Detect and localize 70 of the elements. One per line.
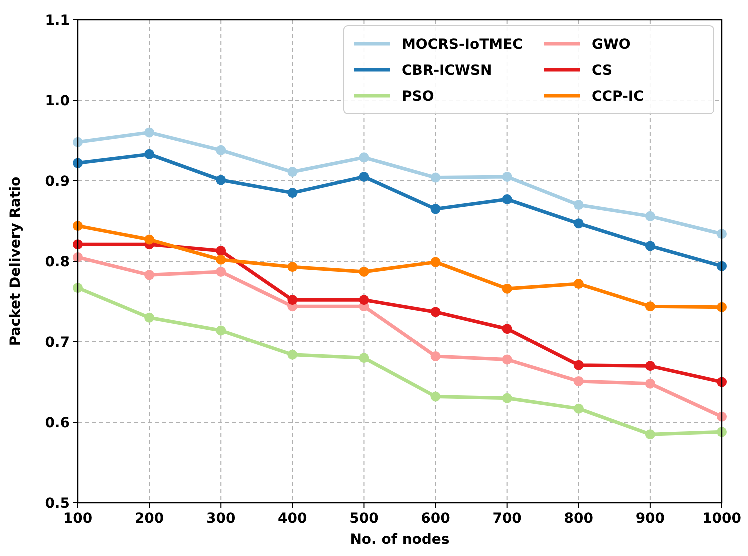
point — [359, 353, 370, 364]
legend-label: CBR-ICWSN — [402, 63, 492, 79]
point — [502, 194, 512, 205]
x-tick-label: 1000 — [702, 511, 742, 527]
point — [216, 326, 226, 336]
x-tick-label: 300 — [206, 511, 236, 527]
point — [288, 188, 298, 198]
point — [574, 360, 584, 370]
point — [645, 361, 656, 372]
y-tick-label: 1.0 — [45, 94, 70, 110]
legend-label: GWO — [592, 37, 631, 53]
point — [502, 284, 512, 294]
point — [288, 262, 298, 272]
x-tick-label: 700 — [492, 511, 522, 527]
point — [645, 302, 656, 312]
y-tick-label: 1.1 — [45, 13, 70, 29]
point — [430, 351, 441, 362]
y-tick-label: 0.7 — [45, 335, 70, 351]
point — [645, 430, 656, 440]
point — [359, 152, 370, 163]
x-tick-label: 800 — [564, 511, 594, 527]
point — [574, 218, 584, 229]
point — [288, 167, 298, 178]
point — [144, 270, 155, 280]
point — [645, 378, 656, 389]
point — [144, 128, 155, 138]
legend-label: MOCRS-IoTMEC — [402, 37, 523, 53]
point — [502, 324, 512, 334]
legend-label: CCP-IC — [592, 89, 644, 105]
x-tick-label: 900 — [636, 511, 666, 527]
point — [144, 149, 155, 160]
point — [430, 307, 441, 318]
point — [430, 392, 441, 402]
point — [359, 295, 370, 306]
x-tick-label: 500 — [350, 511, 380, 527]
point — [216, 145, 226, 156]
x-tick-label: 200 — [134, 511, 164, 527]
x-tick-label: 100 — [63, 511, 93, 527]
point — [216, 175, 226, 186]
point — [430, 204, 441, 214]
point — [359, 172, 370, 182]
point — [359, 266, 370, 277]
x-axis-title: No. of nodes — [350, 532, 450, 548]
point — [144, 234, 155, 245]
point — [430, 257, 441, 268]
y-axis-title: Packet Delivery Ratio — [8, 176, 24, 346]
point — [574, 200, 584, 210]
x-tick-label: 400 — [278, 511, 308, 527]
point — [288, 350, 298, 360]
y-tick-label: 0.5 — [45, 496, 70, 512]
point — [216, 254, 226, 265]
point — [288, 295, 298, 306]
point — [645, 241, 656, 252]
point — [502, 354, 512, 365]
legend-label: PSO — [402, 89, 434, 105]
point — [574, 376, 584, 386]
point — [502, 393, 512, 404]
x-tick-label: 600 — [421, 511, 451, 527]
point — [574, 404, 584, 414]
y-tick-label: 0.8 — [45, 254, 70, 270]
point — [645, 211, 656, 222]
point — [574, 279, 584, 290]
y-tick-label: 0.9 — [45, 174, 70, 190]
legend-label: CS — [592, 63, 613, 79]
point — [144, 312, 155, 323]
y-tick-label: 0.6 — [45, 416, 70, 432]
point — [216, 266, 226, 277]
point — [216, 246, 226, 256]
point — [502, 172, 512, 182]
point — [430, 172, 441, 183]
